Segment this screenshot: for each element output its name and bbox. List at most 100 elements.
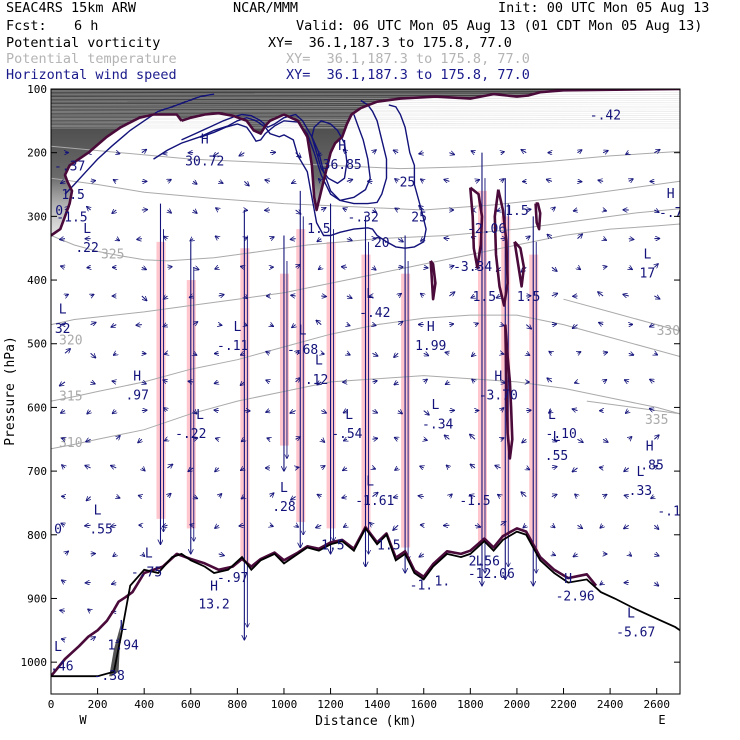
wind-vector — [290, 239, 296, 240]
wind-vector — [240, 353, 244, 355]
wind-vector — [654, 525, 658, 529]
wind-vector — [266, 352, 270, 354]
pv-contour-line — [493, 189, 509, 307]
wind-vector — [142, 382, 146, 384]
wind-vector — [449, 266, 454, 268]
y-tick-label: 700 — [27, 465, 47, 478]
wind-vector — [372, 468, 375, 469]
x-tick-label: 1000 — [271, 698, 298, 711]
wind-vector — [116, 436, 120, 440]
wind-vector — [266, 380, 270, 382]
wind-vector — [372, 210, 376, 213]
wind-vector — [625, 411, 628, 414]
wind-vector — [167, 493, 170, 496]
wind-vector — [501, 438, 504, 439]
contour-label: .22 — [75, 241, 98, 256]
wind-vector — [575, 382, 578, 383]
wind-vector — [449, 292, 454, 296]
y-tick-label: 200 — [27, 147, 47, 160]
wind-vector — [61, 266, 65, 267]
wind-vector — [521, 492, 527, 497]
wind-vector — [136, 325, 142, 326]
wind-vector — [575, 494, 578, 497]
contour-label: L — [196, 408, 204, 423]
surface-pv-shading — [109, 623, 121, 677]
pv-contour-line — [51, 113, 183, 237]
wind-vector — [495, 465, 501, 467]
wind-vector — [526, 353, 530, 355]
wind-vector — [551, 293, 558, 296]
wind-vector — [469, 495, 476, 497]
wind-vector — [629, 179, 633, 182]
theta-contour-label: 330 — [657, 324, 680, 339]
theta-contour-line — [51, 145, 680, 170]
theta-contour-line — [563, 298, 680, 332]
wind-vector — [394, 353, 398, 357]
contour-label: L — [59, 303, 67, 318]
wind-vector — [61, 639, 65, 640]
contour-label: -.22 — [175, 427, 206, 442]
contour-label: 2.56 — [469, 554, 500, 569]
wind-vector — [111, 465, 117, 467]
wind-vector — [296, 378, 300, 382]
wind-vector — [216, 208, 219, 210]
contour-label: H — [210, 580, 218, 595]
wind-vector — [603, 210, 606, 211]
contour-label: L — [366, 475, 374, 490]
wind-vector — [419, 153, 424, 154]
wind-vector — [421, 239, 424, 242]
contour-label: -.38 — [94, 669, 125, 684]
pv-contour-line — [504, 324, 514, 460]
pv-contour-line — [429, 260, 437, 301]
contour-label: H — [427, 320, 435, 335]
wind-vector — [501, 179, 504, 182]
wind-vector — [317, 494, 321, 496]
plot-frame — [50, 88, 681, 695]
wind-vector — [240, 266, 244, 267]
y-tick-label: 900 — [27, 592, 47, 605]
contour-label: -.34 — [422, 417, 453, 432]
wind-vector — [344, 439, 347, 441]
wind-vector — [624, 525, 630, 528]
wind-vector — [551, 439, 557, 441]
contour-label: L — [145, 547, 153, 562]
axes: 0 200 400 600 800 1000 1200 1400 1600 1800 2000 220… — [21, 83, 680, 711]
wind-vector — [444, 238, 450, 239]
contour-label: L — [54, 640, 62, 655]
wind-vector — [394, 382, 398, 385]
wind-vector — [346, 296, 352, 298]
wind-vector — [343, 208, 347, 210]
wind-vector — [654, 210, 659, 212]
stratosphere-hatch-line — [51, 103, 680, 106]
wind-vector — [292, 325, 296, 328]
wind-vector — [474, 525, 481, 527]
wind-vector — [321, 411, 326, 413]
contour-label: L — [94, 503, 102, 518]
field-pv-name: Potential vorticity — [6, 35, 161, 51]
wind-vector — [418, 496, 424, 497]
wind-vector — [397, 239, 403, 242]
wind-vector — [218, 554, 225, 556]
wind-speed-contour-line — [311, 120, 348, 185]
wind-vector — [215, 236, 219, 239]
contour-label: -.7 — [659, 206, 682, 221]
stratosphere-hatch-line — [51, 122, 680, 125]
wind-vector — [60, 610, 66, 611]
contour-label: -12.06 — [468, 567, 515, 582]
wind-vector — [291, 295, 296, 296]
wind-vector — [650, 325, 655, 327]
fcst-label: Fcst: — [6, 18, 47, 34]
wind-vector — [577, 267, 580, 269]
x-tick-label: 1800 — [457, 698, 484, 711]
x-tick-label: 1200 — [317, 698, 344, 711]
field-theta-name: Potential temperature — [6, 51, 177, 67]
wind-vector — [444, 435, 450, 439]
fcst-value: 6 h — [74, 18, 99, 34]
y-tick-label: 300 — [27, 210, 47, 223]
wind-vector — [420, 179, 423, 181]
wind-vector — [623, 294, 629, 296]
theta-contour-line — [51, 375, 680, 450]
wind-vector — [654, 150, 660, 153]
y-axis-label: Pressure (hPa) — [3, 336, 18, 446]
wind-vector — [141, 410, 147, 411]
